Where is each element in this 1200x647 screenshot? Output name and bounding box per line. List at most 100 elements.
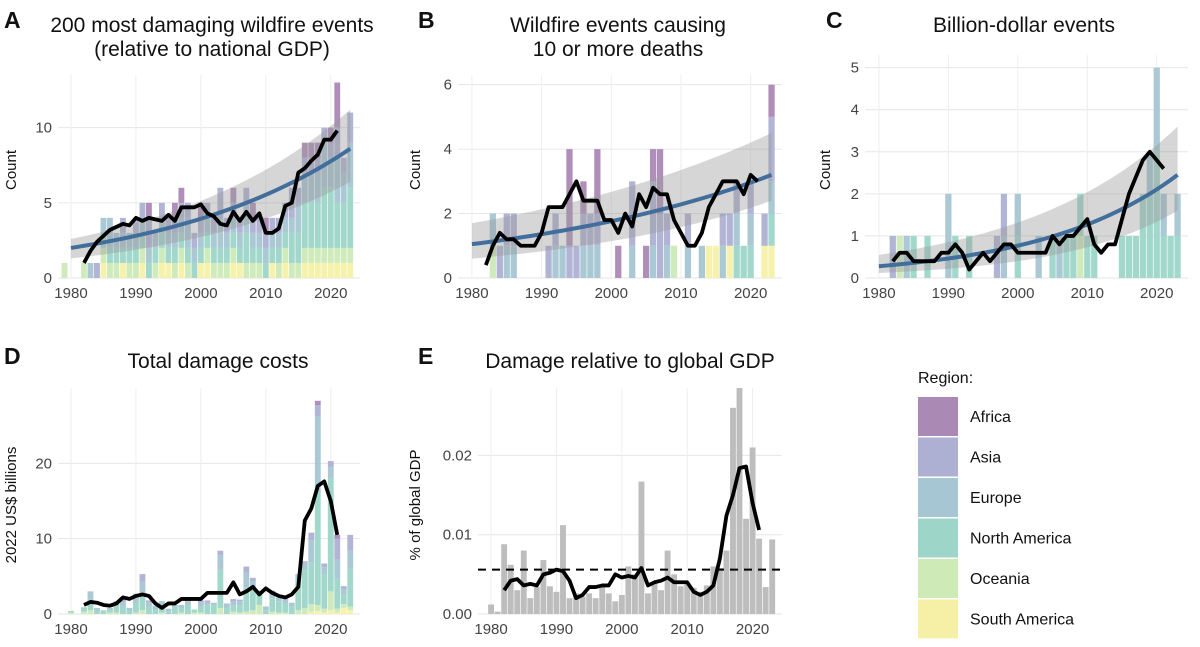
bar-segment: [308, 532, 315, 541]
bar-segment: [158, 601, 165, 605]
bar-segment: [94, 607, 100, 611]
bar-segment: [197, 247, 204, 263]
bar-segment: [308, 604, 315, 612]
bar-segment: [503, 245, 510, 278]
x-tick-label: 2000: [184, 621, 217, 638]
bar-segment: [269, 262, 276, 278]
bar-segment: [282, 217, 289, 233]
bar-segment: [236, 601, 243, 605]
bar-segment: [321, 247, 328, 263]
tick-labels: 1980 1990 2000 2010 2020 0 2 4 6: [444, 77, 768, 302]
x-tick-label: 2020: [734, 285, 767, 302]
bar-segment: [171, 604, 178, 607]
bar-segment: [503, 213, 510, 246]
y-tick-label: 0.00: [443, 606, 472, 623]
bar-segment: [120, 598, 126, 602]
bar-segment: [249, 577, 256, 582]
bar-segment: [126, 607, 133, 611]
bar-segment: [165, 611, 172, 614]
bar-segment: [308, 247, 315, 263]
bar: [501, 544, 508, 614]
bar-segment: [726, 245, 733, 278]
bars: [68, 400, 354, 614]
bar-segment: [1063, 235, 1070, 278]
bar-segment: [1167, 235, 1174, 278]
bar-segment: [1056, 235, 1063, 278]
bar-segment: [133, 603, 139, 613]
bar-segment: [204, 217, 211, 233]
bar-segment: [308, 611, 315, 614]
x-tick-label: 1980: [455, 285, 488, 302]
bar-segment: [243, 572, 250, 588]
bar-segment: [275, 612, 282, 614]
bar: [494, 611, 501, 614]
bar-segment: [768, 245, 775, 278]
legend-swatch: [918, 559, 958, 598]
bar-segment: [629, 181, 636, 246]
bar-segment: [81, 611, 87, 614]
bar-segment: [158, 247, 165, 263]
bar-segment: [126, 232, 133, 248]
bar-segment: [120, 247, 126, 263]
panel-a-ylabel: Count: [3, 149, 20, 190]
bar-segment: [747, 245, 754, 278]
panel-a-title-line1: 200 most damaging wildfire events: [50, 14, 373, 37]
bar: [553, 591, 560, 614]
bar-segment: [327, 467, 334, 479]
bar-segment: [217, 247, 224, 263]
bar-segment: [87, 591, 94, 599]
bar-segment: [334, 612, 341, 614]
bar-segment: [210, 247, 217, 263]
bar-segment: [184, 247, 191, 263]
bar: [514, 590, 521, 614]
y-tick-label: 4: [444, 141, 452, 158]
bar-segment: [580, 213, 587, 246]
bar: [631, 574, 638, 614]
bar: [671, 574, 678, 614]
bar-segment: [594, 149, 601, 214]
x-tick-label: 2010: [664, 285, 697, 302]
bar-segment: [210, 217, 217, 233]
bar-segment: [1077, 235, 1084, 278]
bar-segment: [191, 247, 198, 263]
bar-segment: [197, 606, 204, 613]
bar-segment: [113, 612, 120, 614]
bar-segment: [340, 247, 347, 263]
bar-segment: [733, 181, 740, 214]
bar-segment: [1146, 193, 1153, 278]
bar-segment: [301, 142, 308, 158]
bar-segment: [256, 593, 263, 605]
bar-segment: [587, 213, 594, 246]
bar-segment: [308, 157, 315, 173]
bar-segment: [552, 213, 559, 246]
bar-segment: [230, 247, 237, 263]
bar-segment: [146, 262, 152, 278]
bar-segment: [295, 187, 302, 203]
bar-segment: [249, 610, 256, 614]
bar-segment: [210, 232, 217, 248]
panel-b-plot: 1980 1990 2000 2010 2020 0 2 4 6: [444, 75, 782, 302]
bar: [658, 590, 664, 614]
bar-segment: [334, 608, 341, 613]
bar-segment: [321, 187, 328, 248]
x-tick-label: 2000: [184, 285, 217, 302]
legend-items: Africa Asia Europe North America Oceania Sout…: [918, 397, 1074, 639]
bar-segment: [223, 603, 230, 608]
bar-segment: [126, 247, 133, 263]
bar-segment: [340, 604, 347, 608]
bar-segment: [146, 602, 152, 607]
bar-segment: [139, 610, 146, 614]
bar-segment: [347, 142, 354, 188]
bar-segment: [656, 213, 664, 278]
bar-segment: [1077, 193, 1084, 236]
bar: [573, 593, 580, 614]
bar-segment: [217, 570, 224, 608]
bar-segment: [256, 232, 263, 248]
bar-segment: [334, 578, 341, 609]
panel-e-letter: E: [418, 343, 433, 369]
bar-segment: [165, 608, 172, 612]
bar-segment: [282, 599, 289, 604]
bar-segment: [684, 213, 692, 246]
bar-segment: [629, 245, 636, 278]
